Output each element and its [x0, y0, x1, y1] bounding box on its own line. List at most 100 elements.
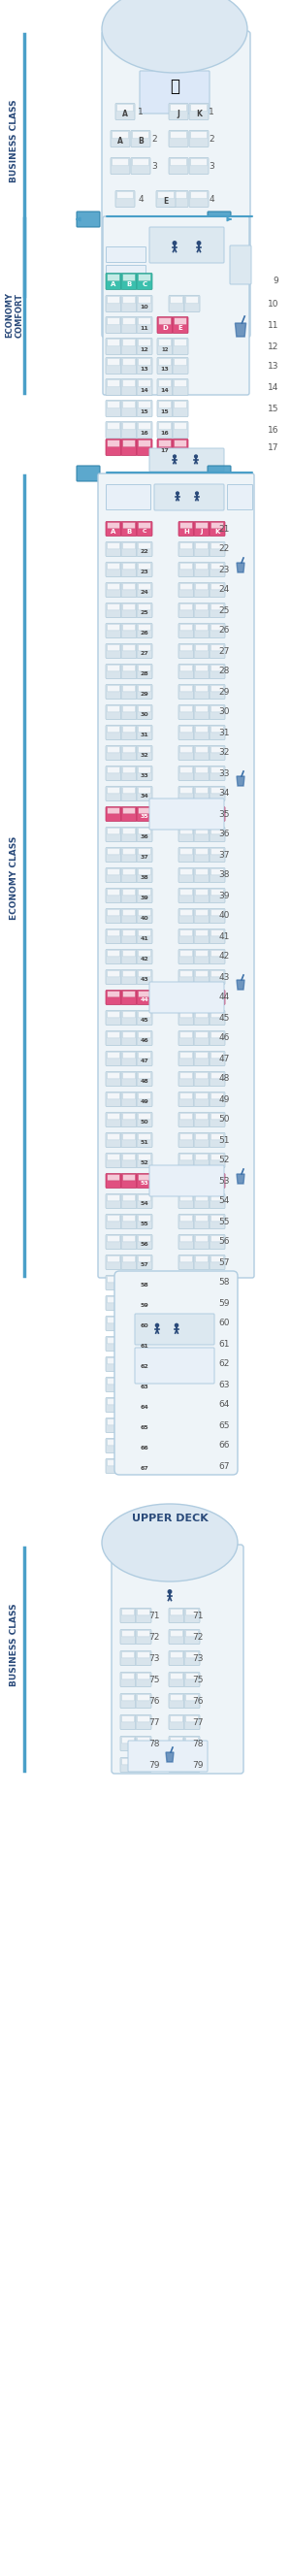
FancyBboxPatch shape — [178, 520, 194, 536]
FancyBboxPatch shape — [194, 1072, 210, 1087]
FancyBboxPatch shape — [107, 1316, 120, 1324]
FancyBboxPatch shape — [180, 1195, 193, 1200]
Text: 13: 13 — [161, 366, 169, 371]
FancyBboxPatch shape — [107, 603, 120, 611]
FancyBboxPatch shape — [138, 1051, 151, 1059]
FancyBboxPatch shape — [211, 1072, 223, 1079]
FancyBboxPatch shape — [211, 1175, 223, 1180]
FancyBboxPatch shape — [196, 788, 208, 793]
FancyBboxPatch shape — [107, 1296, 120, 1303]
FancyBboxPatch shape — [136, 1607, 151, 1623]
Text: 34: 34 — [219, 788, 230, 799]
FancyBboxPatch shape — [138, 1378, 151, 1383]
FancyBboxPatch shape — [121, 909, 137, 922]
FancyBboxPatch shape — [112, 160, 129, 165]
FancyBboxPatch shape — [149, 227, 224, 263]
FancyBboxPatch shape — [184, 1607, 200, 1623]
FancyBboxPatch shape — [138, 340, 151, 345]
FancyBboxPatch shape — [173, 358, 188, 374]
FancyBboxPatch shape — [121, 422, 137, 438]
FancyBboxPatch shape — [121, 358, 137, 374]
Circle shape — [168, 1589, 171, 1595]
FancyBboxPatch shape — [107, 1378, 120, 1383]
FancyBboxPatch shape — [137, 399, 152, 417]
FancyBboxPatch shape — [169, 1757, 184, 1772]
FancyBboxPatch shape — [180, 827, 193, 835]
FancyBboxPatch shape — [210, 951, 225, 963]
FancyBboxPatch shape — [107, 564, 120, 569]
FancyBboxPatch shape — [180, 909, 193, 914]
FancyBboxPatch shape — [138, 1257, 151, 1262]
FancyBboxPatch shape — [189, 131, 209, 147]
FancyBboxPatch shape — [178, 644, 194, 659]
Text: 73: 73 — [149, 1654, 160, 1662]
FancyBboxPatch shape — [138, 1358, 151, 1365]
FancyBboxPatch shape — [196, 992, 208, 997]
FancyBboxPatch shape — [211, 909, 223, 914]
FancyBboxPatch shape — [106, 868, 121, 884]
FancyBboxPatch shape — [178, 623, 194, 639]
FancyBboxPatch shape — [106, 989, 121, 1005]
FancyBboxPatch shape — [106, 1133, 121, 1146]
FancyBboxPatch shape — [210, 1399, 225, 1412]
FancyBboxPatch shape — [137, 1358, 152, 1370]
FancyBboxPatch shape — [178, 848, 194, 863]
FancyBboxPatch shape — [121, 337, 137, 355]
FancyBboxPatch shape — [138, 402, 151, 407]
FancyBboxPatch shape — [123, 1236, 135, 1242]
FancyBboxPatch shape — [123, 1175, 135, 1180]
FancyBboxPatch shape — [178, 951, 194, 963]
FancyBboxPatch shape — [191, 131, 207, 139]
FancyBboxPatch shape — [137, 1051, 152, 1066]
FancyBboxPatch shape — [106, 1437, 121, 1453]
FancyBboxPatch shape — [121, 582, 137, 598]
FancyBboxPatch shape — [137, 1255, 152, 1270]
Text: 22: 22 — [219, 544, 230, 554]
Text: E: E — [178, 325, 183, 330]
FancyBboxPatch shape — [210, 1092, 225, 1108]
FancyBboxPatch shape — [137, 969, 152, 984]
FancyBboxPatch shape — [178, 582, 194, 598]
FancyBboxPatch shape — [194, 726, 210, 739]
FancyBboxPatch shape — [137, 1672, 150, 1680]
FancyBboxPatch shape — [107, 273, 120, 281]
FancyBboxPatch shape — [137, 1417, 152, 1432]
FancyBboxPatch shape — [196, 644, 208, 652]
FancyBboxPatch shape — [136, 1651, 151, 1667]
FancyBboxPatch shape — [178, 1296, 194, 1311]
Text: 71: 71 — [193, 1610, 204, 1620]
FancyBboxPatch shape — [121, 1175, 137, 1188]
Text: 11: 11 — [267, 319, 278, 330]
FancyBboxPatch shape — [170, 1610, 183, 1615]
Text: 15: 15 — [161, 410, 169, 415]
FancyBboxPatch shape — [137, 1175, 152, 1188]
FancyBboxPatch shape — [196, 1257, 208, 1262]
FancyBboxPatch shape — [106, 1072, 121, 1087]
Text: 40: 40 — [140, 917, 149, 920]
FancyBboxPatch shape — [107, 1419, 120, 1425]
FancyBboxPatch shape — [137, 273, 152, 289]
FancyBboxPatch shape — [196, 868, 208, 876]
FancyBboxPatch shape — [194, 1193, 210, 1208]
FancyBboxPatch shape — [137, 541, 152, 556]
FancyBboxPatch shape — [138, 685, 151, 690]
FancyBboxPatch shape — [137, 438, 152, 456]
FancyBboxPatch shape — [211, 603, 223, 611]
FancyBboxPatch shape — [186, 1672, 198, 1680]
Circle shape — [197, 242, 200, 245]
FancyBboxPatch shape — [107, 1033, 120, 1038]
FancyBboxPatch shape — [211, 726, 223, 732]
FancyBboxPatch shape — [123, 768, 135, 773]
FancyBboxPatch shape — [211, 971, 223, 976]
FancyBboxPatch shape — [121, 685, 137, 698]
FancyBboxPatch shape — [196, 564, 208, 569]
FancyBboxPatch shape — [178, 1255, 194, 1270]
FancyBboxPatch shape — [196, 930, 208, 935]
FancyBboxPatch shape — [196, 1216, 208, 1221]
Ellipse shape — [102, 1504, 238, 1582]
Text: 51: 51 — [219, 1136, 230, 1144]
FancyBboxPatch shape — [178, 1316, 194, 1332]
FancyBboxPatch shape — [180, 1358, 193, 1365]
FancyBboxPatch shape — [106, 562, 121, 577]
FancyBboxPatch shape — [121, 930, 137, 943]
